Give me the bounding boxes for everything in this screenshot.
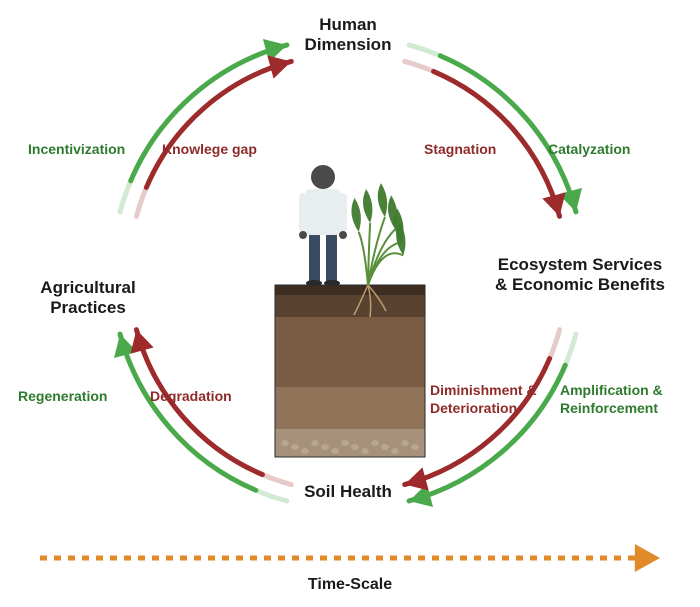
label-diminishment: Diminishment & Deterioration — [430, 382, 537, 417]
label-amplification: Amplification & Reinforcement — [560, 382, 663, 417]
label-incentivization: Incentivization — [28, 141, 125, 159]
node-agricultural-practices: Agricultural Practices — [0, 278, 208, 319]
time-scale-label: Time-Scale — [0, 576, 700, 594]
label-stagnation: Stagnation — [424, 141, 496, 159]
node-ecosystem-services: Ecosystem Services & Economic Benefits — [460, 255, 700, 296]
label-regeneration: Regeneration — [18, 388, 107, 406]
label-knowledge-gap: Knowlege gap — [162, 141, 257, 159]
label-catalyzation: Catalyzation — [548, 141, 630, 159]
node-soil-health: Soil Health — [228, 482, 468, 502]
center-illustration — [255, 145, 445, 465]
node-human-dimension: Human Dimension — [228, 15, 468, 56]
label-degradation: Degradation — [150, 388, 232, 406]
